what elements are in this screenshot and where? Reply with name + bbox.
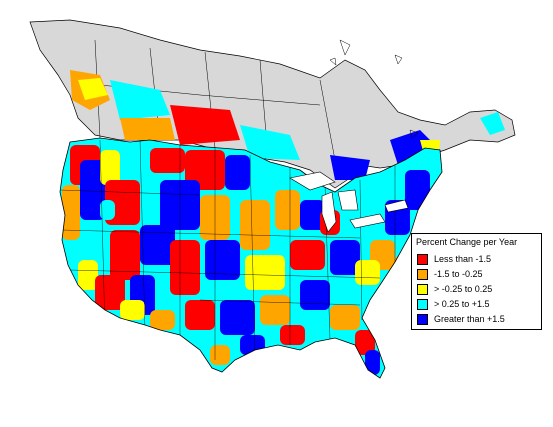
trend-patch <box>240 200 270 250</box>
trend-patch <box>78 260 98 290</box>
trend-patch <box>150 310 175 330</box>
trend-patch <box>245 255 285 290</box>
legend-label: -1.5 to -0.25 <box>434 269 483 279</box>
legend-title: Percent Change per Year <box>416 237 518 247</box>
trend-patch <box>330 240 360 275</box>
trend-patch <box>140 225 175 265</box>
legend-label: > 0.25 to +1.5 <box>434 299 490 309</box>
legend-swatch-cyan <box>417 298 428 310</box>
state-boundaries <box>60 139 396 360</box>
trend-patch <box>170 240 200 295</box>
trend-patch <box>260 295 290 325</box>
legend: Percent Change per Year Less than -1.5 -… <box>411 233 542 330</box>
trend-patch <box>330 305 360 330</box>
arctic-islands <box>329 39 419 139</box>
legend-item-minus-1-5-to-minus-0-25: -1.5 to -0.25 <box>417 268 483 280</box>
trend-patch <box>120 300 145 320</box>
trend-patch <box>275 190 300 230</box>
legend-label: Less than -1.5 <box>434 254 492 264</box>
trend-patch <box>150 148 185 173</box>
trend-patch <box>185 300 215 330</box>
trend-patch <box>225 155 250 190</box>
trend-patch <box>280 325 305 345</box>
southern-canada-data <box>70 70 505 180</box>
legend-swatch-blue <box>417 313 428 325</box>
trend-patch <box>80 160 105 220</box>
legend-swatch-orange <box>417 268 428 280</box>
trend-patch <box>355 330 375 355</box>
trend-patch <box>300 200 325 230</box>
trend-patch <box>220 300 255 335</box>
trend-patch <box>205 240 240 280</box>
trend-patch <box>62 185 80 240</box>
trend-patch <box>95 275 125 310</box>
trend-patch <box>290 240 325 270</box>
trend-patch <box>365 350 380 375</box>
trend-patch <box>100 200 115 220</box>
trend-patch <box>210 345 230 365</box>
trend-patch <box>100 150 120 185</box>
legend-swatch-yellow <box>417 283 428 295</box>
trend-patch <box>355 260 380 285</box>
trend-patch <box>405 170 430 210</box>
trend-patch <box>300 280 330 310</box>
legend-label: > -0.25 to 0.25 <box>434 284 493 294</box>
legend-swatch-red <box>417 253 428 265</box>
us-data-region <box>60 138 442 378</box>
trend-patch <box>110 230 140 280</box>
legend-label: Greater than +1.5 <box>434 314 505 324</box>
legend-item-0-25-to-plus-1-5: > 0.25 to +1.5 <box>417 298 490 310</box>
legend-item-minus-0-25-to-0-25: > -0.25 to 0.25 <box>417 283 492 295</box>
legend-item-greater-than-plus-1-5: Greater than +1.5 <box>417 313 505 325</box>
trend-patch <box>120 150 150 180</box>
trend-patch <box>240 335 265 355</box>
great-lakes <box>289 171 409 233</box>
legend-item-less-than-minus-1-5: Less than -1.5 <box>417 253 491 265</box>
